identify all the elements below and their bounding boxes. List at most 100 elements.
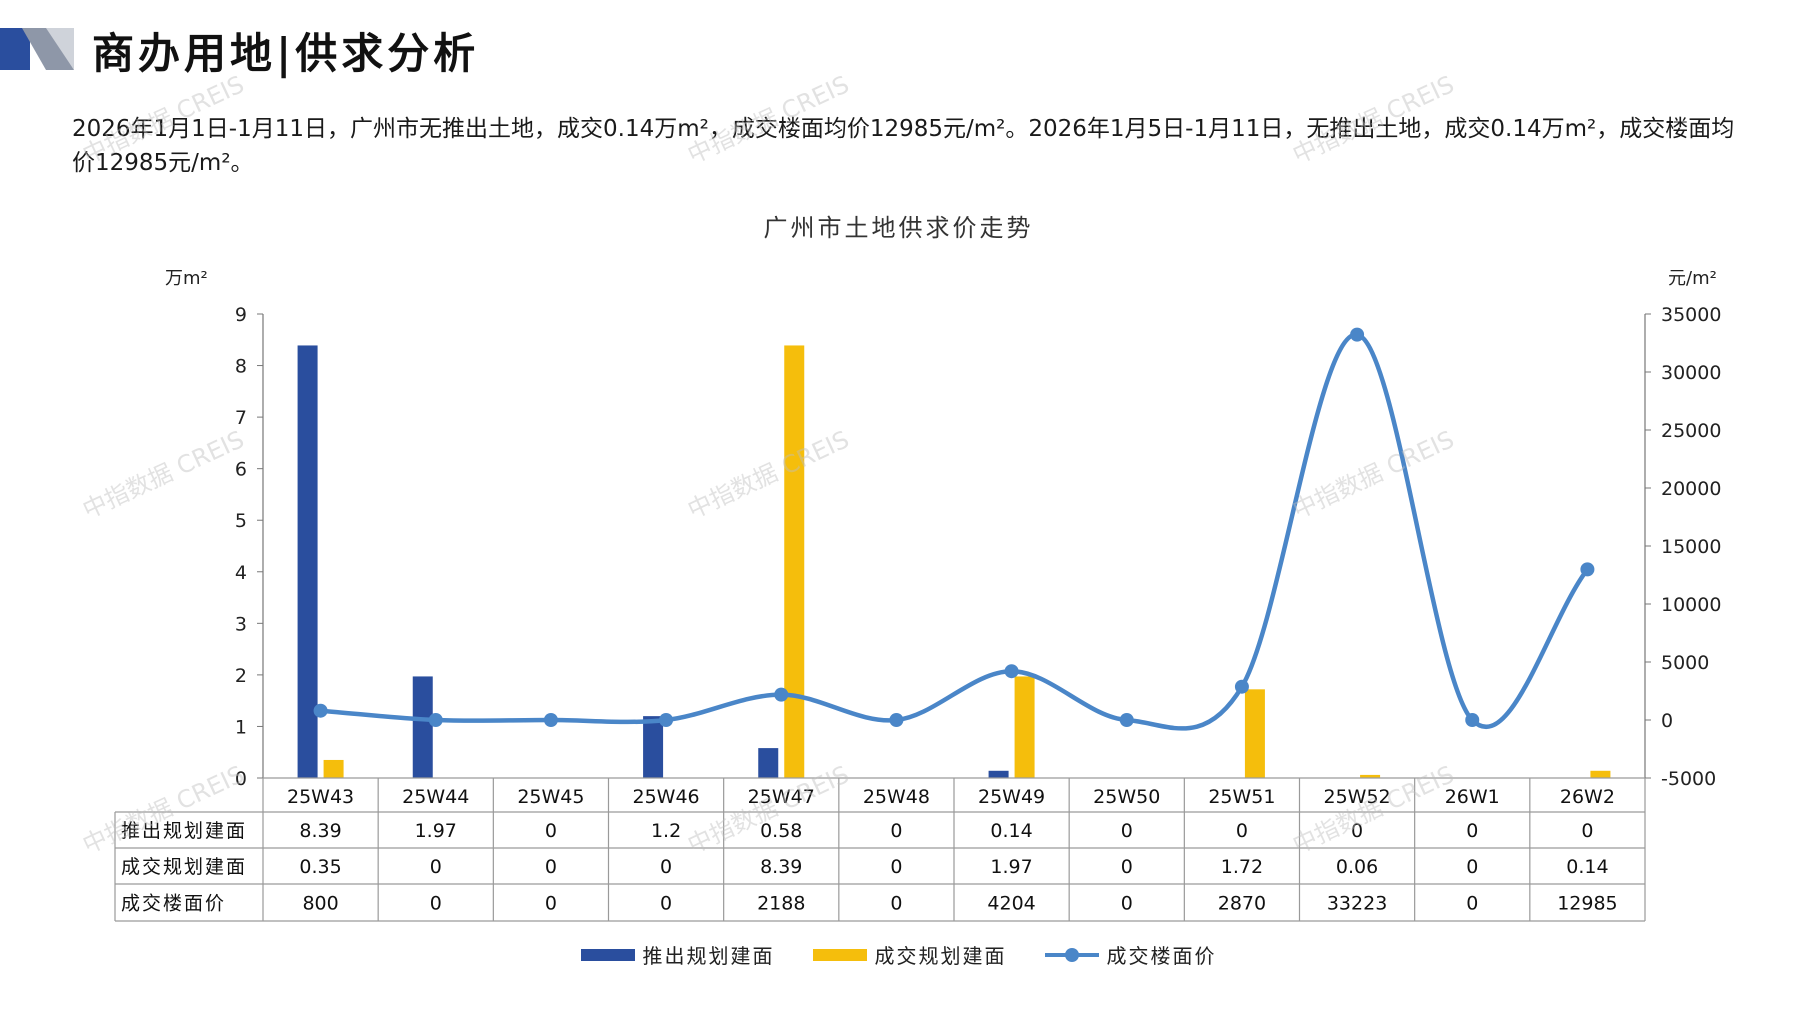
left-tick-label: 7 [235, 407, 247, 429]
supply-bar [412, 676, 433, 778]
table-cell-value: 0 [1466, 856, 1478, 878]
table-cell-value: 1.2 [651, 820, 681, 842]
deal-bar [1244, 689, 1265, 778]
category-label: 25W50 [1093, 786, 1160, 808]
price-point [1580, 562, 1595, 577]
left-tick-label: 9 [235, 304, 247, 326]
page-title: 商办用地|供求分析 [92, 29, 480, 78]
left-tick-label: 8 [235, 356, 247, 378]
price-point [543, 713, 558, 727]
table-cell-value: 0 [430, 893, 442, 915]
price-point [428, 713, 443, 727]
left-tick-label: 6 [235, 459, 247, 481]
right-tick-label: 30000 [1661, 362, 1721, 384]
supply-bar [297, 345, 318, 778]
table-cell-value: 0 [1466, 893, 1478, 915]
deal-bar [1590, 770, 1611, 778]
right-tick-label: 5000 [1661, 652, 1709, 674]
legend-swatch-price [1044, 947, 1099, 962]
left-tick-label: 0 [235, 768, 247, 790]
table-cell-value: 0 [890, 820, 902, 842]
right-tick-label: 10000 [1661, 594, 1721, 616]
table-cell-value: 0 [1236, 820, 1248, 842]
category-label: 26W2 [1560, 786, 1615, 808]
table-cell-value: 1.97 [415, 820, 457, 842]
table-cell-value: 8.39 [760, 856, 802, 878]
category-label: 25W48 [863, 786, 930, 808]
price-point [1465, 713, 1480, 727]
summary-text: 2026年1月1日-1月11日，广州市无推出土地，成交0.14万m²，成交楼面均… [72, 116, 1735, 176]
table-cell-value: 0 [545, 856, 557, 878]
right-tick-label: 15000 [1661, 536, 1721, 558]
brand-logo [0, 28, 74, 70]
category-label: 26W1 [1445, 786, 1500, 808]
table-cell-value: 0.14 [1566, 856, 1608, 878]
category-label: 25W49 [978, 786, 1045, 808]
right-tick-label: 35000 [1661, 304, 1721, 326]
right-tick-label: -5000 [1661, 768, 1716, 790]
category-label: 25W45 [517, 786, 584, 808]
chart-title: 广州市土地供求价走势 [763, 214, 1034, 242]
legend-item-price: 成交楼面价 [1044, 940, 1217, 969]
table-row-label: 成交规划建面 [121, 856, 247, 878]
table-cell-value: 0 [1581, 820, 1593, 842]
legend-item-deal: 成交规划建面 [812, 940, 1007, 969]
chart-legend: 推出规划建面 成交规划建面 成交楼面价 [0, 940, 1797, 969]
price-point [889, 713, 904, 727]
left-tick-label: 4 [235, 562, 247, 584]
table-cell-value: 2870 [1218, 893, 1266, 915]
category-label: 25W44 [402, 786, 469, 808]
price-point [774, 687, 789, 702]
left-tick-label: 3 [235, 613, 247, 635]
table-cell-value: 0 [890, 893, 902, 915]
table-cell-value: 0.14 [990, 820, 1032, 842]
supply-bar [758, 748, 779, 778]
category-label: 25W51 [1208, 786, 1275, 808]
right-tick-label: 20000 [1661, 478, 1721, 500]
left-tick-label: 2 [235, 665, 247, 687]
table-cell-value: 0 [660, 893, 672, 915]
table-cell-value: 0.35 [299, 856, 341, 878]
price-point [1004, 664, 1019, 679]
price-point [1119, 713, 1134, 727]
legend-label-supply: 推出规划建面 [642, 944, 775, 968]
right-tick-label: 0 [1661, 710, 1673, 732]
table-cell-value: 0 [545, 820, 557, 842]
deal-bar [784, 345, 805, 778]
table-cell-value: 0.06 [1336, 856, 1378, 878]
table-cell-value: 0 [1121, 856, 1133, 878]
legend-item-supply: 推出规划建面 [580, 940, 775, 969]
table-cell-value: 1.72 [1221, 856, 1263, 878]
legend-label-deal: 成交规划建面 [874, 944, 1007, 968]
table-cell-value: 12985 [1557, 893, 1617, 915]
left-tick-label: 5 [235, 510, 247, 532]
table-cell-value: 2188 [757, 893, 805, 915]
table-cell-value: 8.39 [299, 820, 341, 842]
category-label: 25W43 [287, 786, 354, 808]
table-cell-value: 800 [302, 893, 338, 915]
table-cell-value: 0 [1351, 820, 1363, 842]
table-cell-value: 4204 [987, 893, 1035, 915]
supply-bar [643, 716, 664, 778]
legend-label-price: 成交楼面价 [1106, 944, 1217, 968]
legend-swatch-deal [812, 948, 867, 961]
legend-swatch-supply [580, 948, 635, 961]
deal-bar [1014, 676, 1035, 778]
category-label: 25W47 [748, 786, 815, 808]
price-point [1234, 679, 1249, 694]
category-label: 25W46 [633, 786, 700, 808]
left-tick-label: 1 [235, 716, 247, 738]
table-cell-value: 0 [1466, 820, 1478, 842]
table-cell-value: 0 [1121, 820, 1133, 842]
table-row-label: 成交楼面价 [121, 893, 226, 915]
table-cell-value: 0.58 [760, 820, 802, 842]
deal-bar [1360, 774, 1381, 778]
price-point [659, 713, 674, 727]
price-point [1350, 327, 1365, 342]
category-label: 25W52 [1324, 786, 1391, 808]
right-tick-label: 25000 [1661, 420, 1721, 442]
table-cell-value: 33223 [1327, 893, 1387, 915]
deal-bar [323, 759, 344, 778]
table-row-label: 推出规划建面 [121, 820, 247, 842]
